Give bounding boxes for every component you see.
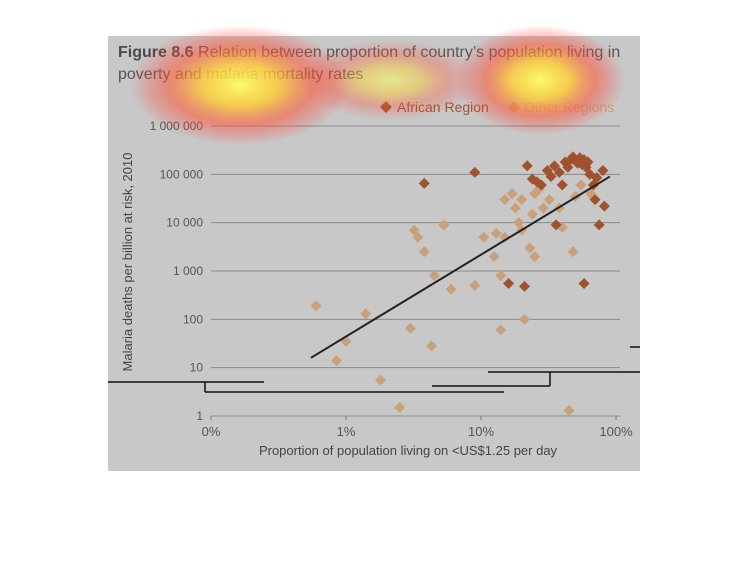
axes-layer: 1 10 100 1 000 10 000 100 000 1 000 000 0% 1% 10%… xyxy=(150,119,633,439)
data-point xyxy=(582,156,594,168)
data-point xyxy=(548,160,560,172)
legend-label-other: Other Regions xyxy=(524,99,614,115)
data-point xyxy=(550,219,562,231)
legend: African Region Other Regions xyxy=(380,99,614,115)
data-point xyxy=(445,283,457,295)
data-point xyxy=(503,278,515,290)
data-point xyxy=(490,227,502,239)
trend-layer xyxy=(310,175,611,359)
data-point xyxy=(418,246,430,258)
data-point xyxy=(543,194,555,206)
data-point xyxy=(556,179,568,191)
x-tick-label: 10% xyxy=(468,424,494,439)
x-axis-title: Proportion of population living on <US$1… xyxy=(259,443,558,458)
data-point xyxy=(488,250,500,262)
data-point xyxy=(526,208,538,220)
data-point xyxy=(598,200,610,212)
annotation-lines xyxy=(108,346,640,393)
x-tick-label: 100% xyxy=(599,424,633,439)
legend-label-african: African Region xyxy=(397,99,489,115)
data-point xyxy=(428,270,440,282)
data-point xyxy=(563,404,575,416)
y-tick-label: 1 000 000 xyxy=(150,119,204,133)
data-point xyxy=(589,194,601,206)
points-layer xyxy=(310,151,610,416)
legend-marker-other xyxy=(508,101,520,113)
data-point xyxy=(499,231,511,243)
data-point xyxy=(506,188,518,200)
y-axis-title: Malaria deaths per billion at risk, 2010 xyxy=(120,153,135,372)
data-point xyxy=(593,219,605,231)
data-point xyxy=(394,401,406,413)
data-point xyxy=(524,242,536,254)
data-point xyxy=(553,166,565,178)
data-point xyxy=(529,250,541,262)
data-point xyxy=(578,278,590,290)
data-point xyxy=(575,179,587,191)
data-point xyxy=(591,172,603,184)
data-point xyxy=(516,194,528,206)
y-tick-label: 10 xyxy=(190,361,204,375)
legend-marker-african xyxy=(380,101,392,113)
y-tick-label: 100 xyxy=(183,312,203,326)
data-point xyxy=(567,246,579,258)
data-point xyxy=(495,270,507,282)
x-tick-label: 0% xyxy=(202,424,221,439)
y-tick-label: 100 000 xyxy=(160,167,204,181)
data-point xyxy=(499,194,511,206)
data-point xyxy=(469,280,481,292)
data-point xyxy=(310,300,322,312)
data-point xyxy=(545,171,557,183)
data-point xyxy=(374,374,386,386)
data-point xyxy=(426,340,438,352)
x-tick-label: 1% xyxy=(337,424,356,439)
y-tick-label: 1 xyxy=(196,409,203,423)
data-point xyxy=(509,202,521,214)
data-point xyxy=(535,179,547,191)
data-point xyxy=(518,313,530,325)
y-tick-label: 10 000 xyxy=(166,216,203,230)
data-point xyxy=(521,160,533,172)
data-point xyxy=(330,355,342,367)
data-point xyxy=(404,322,416,334)
data-point xyxy=(478,231,490,243)
data-point xyxy=(597,165,609,177)
y-tick-label: 1 000 xyxy=(173,264,203,278)
data-point xyxy=(418,177,430,189)
data-point xyxy=(412,231,424,243)
data-point xyxy=(537,202,549,214)
trend-line xyxy=(310,175,611,359)
data-point xyxy=(360,308,372,320)
data-point xyxy=(518,280,530,292)
data-point xyxy=(495,324,507,336)
data-point xyxy=(438,219,450,231)
data-point xyxy=(469,166,481,178)
